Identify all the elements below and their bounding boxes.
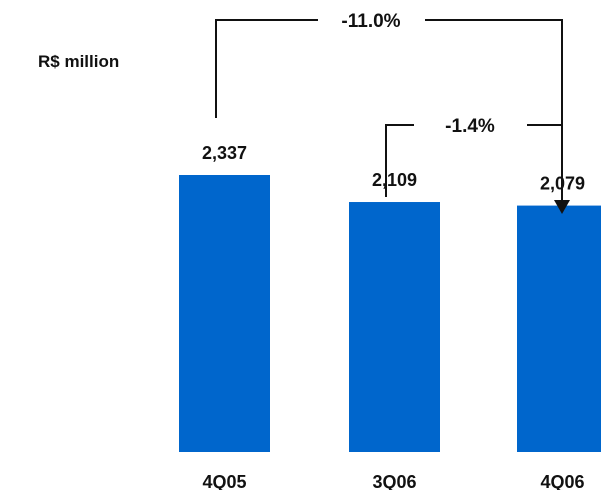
x-tick-label-3q06: 3Q06	[372, 472, 416, 490]
bracket-line-11pct-right	[425, 19, 563, 200]
bracket-line-1-4pct-left	[385, 124, 414, 197]
annotation-label-11pct: -11.0%	[341, 11, 400, 32]
x-tick-label-4q05: 4Q05	[202, 472, 246, 490]
data-label-4q05: 2,337	[202, 143, 247, 163]
arrow-head	[554, 200, 570, 214]
bracket-line-11pct-left	[215, 19, 318, 118]
bar-4q06	[517, 205, 601, 452]
data-label-3q06: 2,109	[372, 170, 417, 190]
x-tick-label-4q06: 4Q06	[540, 472, 584, 490]
bar-4q05	[179, 175, 270, 452]
y-axis-unit-label: R$ million	[38, 52, 120, 71]
annotation-label-1-4pct: -1.4%	[445, 116, 495, 137]
bar-3q06	[349, 202, 440, 452]
